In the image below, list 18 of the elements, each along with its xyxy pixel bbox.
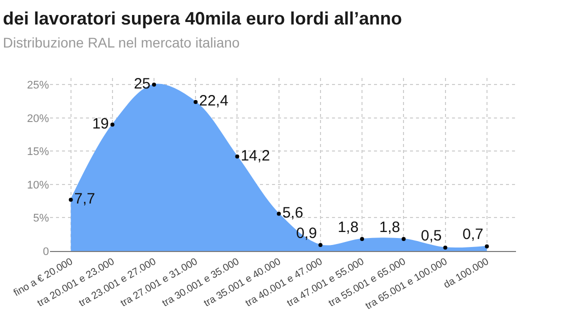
y-tick-label: 25% bbox=[26, 80, 50, 92]
chart-title: dei lavoratori supera 40mila euro lordi all’anno bbox=[2, 8, 402, 28]
data-label: 0,5 bbox=[420, 227, 442, 244]
data-label: 7,7 bbox=[74, 190, 96, 208]
data-label: 0,7 bbox=[462, 226, 484, 244]
chart-subtitle: Distribuzione RAL nel mercato italiano bbox=[2, 34, 240, 51]
y-tick-label: 5% bbox=[33, 212, 50, 225]
data-label: 19 bbox=[92, 115, 109, 132]
data-label: 1,8 bbox=[379, 218, 400, 236]
data-label: 1,8 bbox=[338, 218, 359, 236]
y-tick-label: 10% bbox=[26, 179, 50, 192]
y-tick-label: 15% bbox=[26, 146, 50, 158]
data-label: 14,2 bbox=[240, 147, 270, 164]
y-tick-label: 20% bbox=[26, 112, 50, 125]
data-label: 5,6 bbox=[282, 204, 304, 222]
y-tick-label: 0 bbox=[42, 246, 49, 258]
data-label: 22,4 bbox=[199, 92, 228, 110]
data-label: 25 bbox=[134, 75, 151, 92]
